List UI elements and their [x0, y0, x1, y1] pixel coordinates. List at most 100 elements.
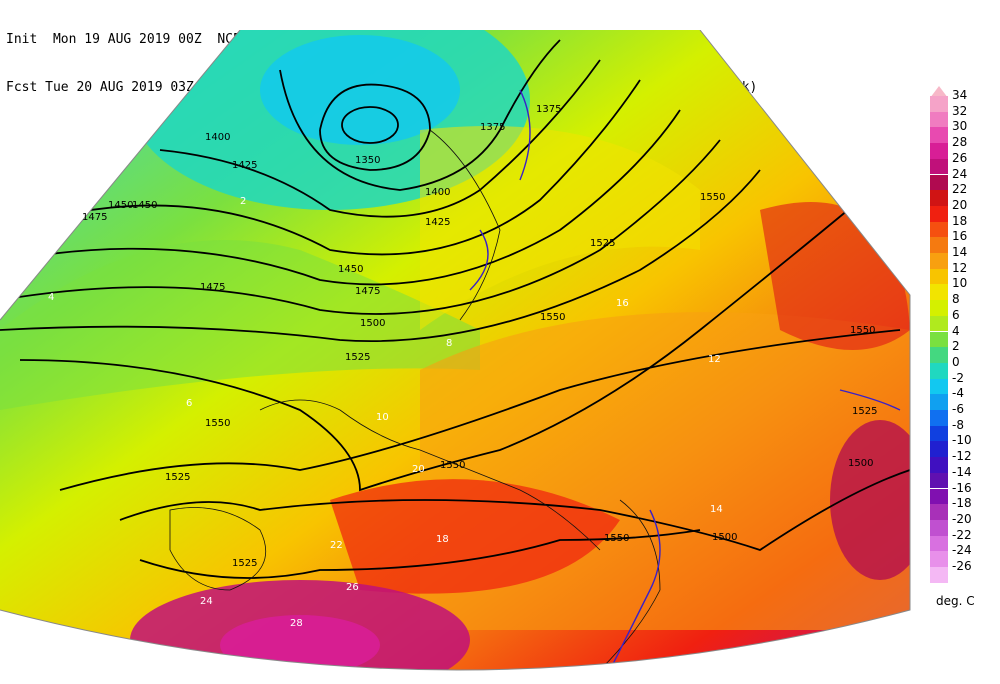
legend-label: -26: [952, 559, 972, 573]
legend-entry: -10: [928, 433, 988, 458]
legend-label: 4: [952, 323, 960, 338]
legend-entry: -24: [928, 543, 988, 567]
legend-swatch: [930, 300, 948, 316]
legend-entry: -18: [928, 496, 988, 520]
legend-label: -8: [952, 417, 964, 432]
temp-label-layer: 2 4 6 8 10 12 14 16 18 20 22 24 26 28: [48, 196, 723, 629]
temp-label: 18: [436, 534, 449, 545]
contour-label: 1525: [345, 352, 370, 363]
legend-entry: 14: [928, 245, 988, 269]
temp-label: 4: [48, 292, 54, 303]
legend-label: -12: [952, 449, 972, 464]
legend-label: 6: [952, 307, 960, 322]
contour-label: 1500: [848, 458, 873, 469]
legend-entry: -14: [928, 465, 988, 489]
legend-entry: 22: [928, 182, 988, 206]
legend-label: -4: [952, 386, 964, 401]
legend-swatch: [930, 237, 948, 253]
legend-entry: 8: [928, 292, 988, 316]
contour-label: 1500: [360, 318, 385, 329]
legend-entry: 12: [928, 261, 988, 285]
temp-label: 6: [186, 398, 192, 409]
legend-entry: -2: [928, 371, 988, 395]
legend-swatch: [930, 535, 948, 552]
legend-entry: -22: [928, 528, 988, 552]
contour-label-layer: 1400 1425 1450 1475 1350 1375 1400 1425 …: [82, 104, 877, 569]
legend-label: -20: [952, 511, 972, 526]
legend-swatch: [930, 472, 948, 489]
contour-label: 1400: [205, 132, 230, 143]
contour-label: 1450: [132, 200, 157, 211]
legend-swatch: [930, 519, 948, 536]
contour-label: 1550: [440, 460, 465, 471]
legend-entry: -4: [928, 386, 988, 410]
legend-label: 14: [952, 245, 968, 259]
legend-swatch: [930, 441, 948, 458]
legend-swatch: [930, 127, 948, 144]
temp-label: 14: [710, 504, 723, 515]
contour-label: 1450: [108, 200, 133, 211]
temp-label: 28: [290, 618, 303, 629]
legend-swatch: [930, 378, 948, 395]
legend-swatch: [930, 488, 948, 505]
height-contours: [0, 39, 910, 579]
legend-swatch: [930, 253, 948, 269]
legend-swatch: [930, 158, 948, 175]
legend-swatch: [930, 111, 948, 128]
contour-label: 1525: [232, 558, 257, 569]
legend-label: 28: [952, 135, 968, 150]
contour-label: 1525: [590, 238, 615, 249]
contour-label: 1550: [540, 312, 565, 323]
legend-swatch: [930, 174, 948, 191]
legend-swatch: [930, 96, 948, 112]
legend-entry: 16: [928, 229, 988, 253]
legend-entry: 0: [928, 355, 988, 379]
contour-label: 1350: [355, 155, 380, 166]
legend-label: 0: [952, 354, 960, 369]
legend-swatch: [930, 190, 948, 206]
legend-entry: -20: [928, 512, 988, 536]
legend-label: -10: [952, 433, 972, 448]
contour-label: 1450: [338, 264, 363, 275]
legend-swatch: [930, 143, 948, 159]
legend-label: -24: [952, 543, 972, 558]
legend-entry: -26: [928, 559, 988, 583]
legend-swatch: [930, 205, 948, 222]
legend-label: 30: [952, 119, 968, 134]
contour-label: 1550: [850, 325, 875, 336]
legend-swatch: [930, 315, 948, 332]
legend-swatch: [930, 551, 948, 567]
legend-entry: 28: [928, 135, 988, 159]
legend-label: 20: [952, 197, 968, 212]
legend-swatch: [930, 457, 948, 473]
legend-label: -16: [952, 480, 972, 495]
temp-label: 2: [240, 196, 246, 207]
legend-label: 10: [952, 276, 968, 291]
contour-label: 1525: [165, 472, 190, 483]
contour-label: 1550: [205, 418, 230, 429]
legend-entry: 4: [928, 324, 988, 348]
legend-entry: 10: [928, 276, 988, 301]
temp-label: 22: [330, 540, 343, 551]
legend-swatch: [930, 425, 948, 442]
legend-entry: 34: [928, 88, 988, 112]
contour-label: 1500: [712, 532, 737, 543]
temp-label: 16: [616, 298, 629, 309]
legend-swatch: [930, 394, 948, 410]
legend-label: 16: [952, 229, 968, 244]
contour-label: 1425: [425, 217, 450, 228]
temp-label: 20: [412, 464, 425, 475]
temp-label: 26: [346, 582, 359, 593]
legend-entry: 20: [928, 198, 988, 222]
legend-swatch: [930, 347, 948, 363]
legend-entry: 24: [928, 167, 988, 191]
contour-label: 1475: [82, 212, 107, 223]
color-legend: 34 32 30 28 26 24 22 20 18 16 14 12 10 8 6 4 2 0 -2 -4 -6 -8-…: [928, 88, 988, 608]
legend-swatch: [930, 221, 948, 238]
temp-label: 24: [200, 596, 213, 607]
legend-swatch: [930, 504, 948, 520]
legend-entry: 32: [928, 104, 988, 128]
contour-label: 1550: [700, 192, 725, 203]
contour-label: 1375: [480, 122, 505, 133]
legend-entry: -12: [928, 449, 988, 473]
